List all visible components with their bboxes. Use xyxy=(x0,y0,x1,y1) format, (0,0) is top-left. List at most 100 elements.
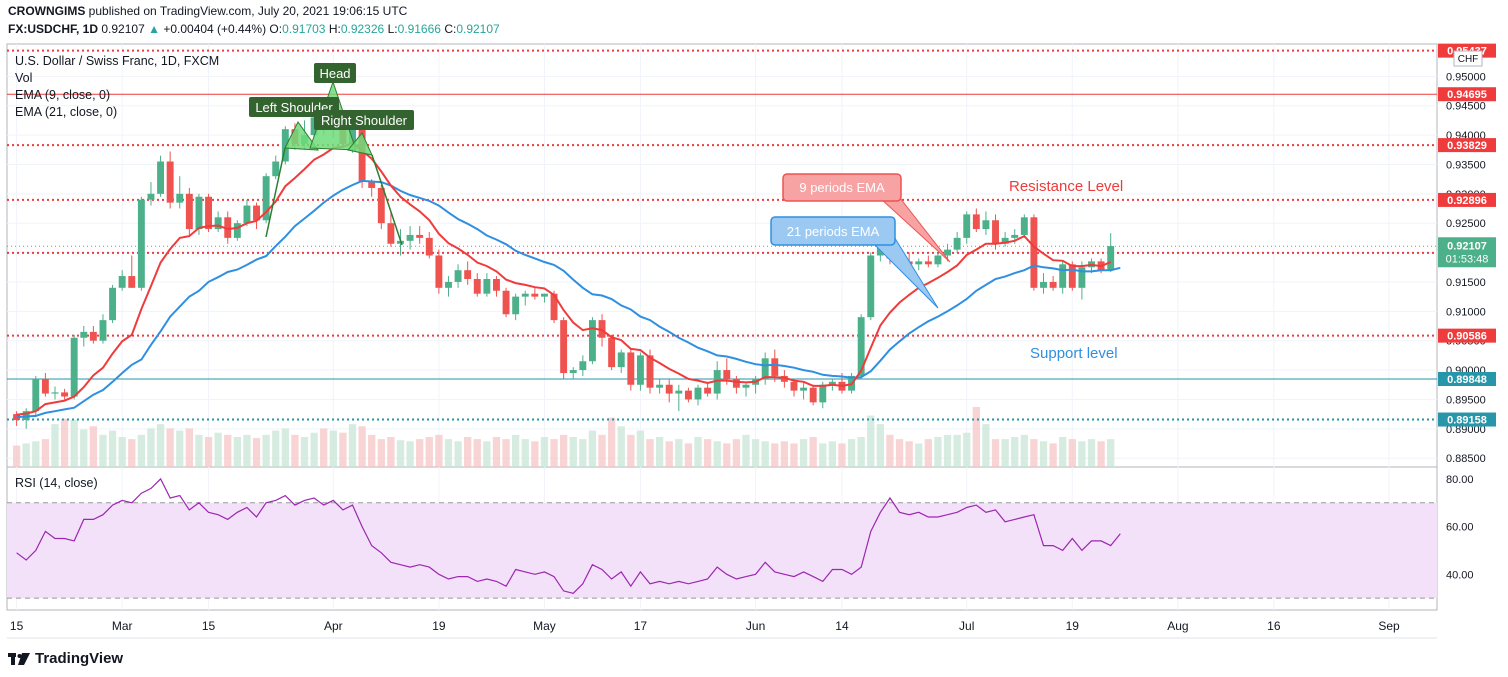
candle[interactable] xyxy=(406,226,414,250)
volume-bar xyxy=(320,428,328,467)
candle-body xyxy=(560,320,568,373)
candle[interactable] xyxy=(1107,233,1115,272)
candle[interactable] xyxy=(109,284,117,324)
candle[interactable] xyxy=(118,270,126,291)
candle[interactable] xyxy=(1040,273,1047,294)
candle[interactable] xyxy=(61,388,69,400)
candle[interactable] xyxy=(742,381,750,397)
candle[interactable] xyxy=(982,211,990,235)
candle[interactable] xyxy=(51,386,59,400)
candle[interactable] xyxy=(243,199,251,227)
candle-body xyxy=(51,392,59,394)
candle[interactable] xyxy=(1059,261,1067,294)
candle[interactable] xyxy=(627,349,635,391)
candle[interactable] xyxy=(445,276,452,297)
ema9-series-line xyxy=(16,141,1112,416)
candle[interactable] xyxy=(128,255,136,288)
candle-body xyxy=(1040,281,1047,288)
candle[interactable] xyxy=(99,314,107,344)
candle[interactable] xyxy=(953,232,961,253)
candle[interactable] xyxy=(732,375,740,394)
candle[interactable] xyxy=(800,381,808,400)
candle[interactable] xyxy=(1049,276,1057,291)
candle[interactable] xyxy=(857,314,865,379)
head-label-box[interactable] xyxy=(314,63,356,83)
candle[interactable] xyxy=(80,326,88,347)
candle[interactable] xyxy=(157,155,165,197)
candle[interactable] xyxy=(521,290,529,306)
candle[interactable] xyxy=(454,264,462,288)
author-name[interactable]: CROWNGIMS xyxy=(8,4,86,18)
candle[interactable] xyxy=(694,384,702,406)
candle[interactable] xyxy=(915,258,923,271)
candle-body xyxy=(176,193,184,203)
candle[interactable] xyxy=(233,220,241,241)
candle[interactable] xyxy=(569,367,577,379)
candle[interactable] xyxy=(512,293,520,321)
volume-bar xyxy=(886,434,894,467)
candle[interactable] xyxy=(665,378,673,403)
candle[interactable] xyxy=(1078,261,1086,300)
candle[interactable] xyxy=(761,352,769,385)
candle[interactable] xyxy=(675,384,683,412)
currency-badge[interactable] xyxy=(1453,50,1483,67)
candle[interactable] xyxy=(425,232,433,259)
ema21-callout-box[interactable] xyxy=(770,216,896,246)
candle[interactable] xyxy=(166,151,174,209)
candle[interactable] xyxy=(636,352,644,391)
candle[interactable] xyxy=(435,249,443,294)
candle[interactable] xyxy=(656,378,664,394)
candle[interactable] xyxy=(416,226,424,244)
candle[interactable] xyxy=(473,273,481,297)
candle[interactable] xyxy=(608,334,616,371)
candle[interactable] xyxy=(780,370,788,388)
candle[interactable] xyxy=(262,173,270,224)
candle[interactable] xyxy=(493,276,500,297)
candle[interactable] xyxy=(1001,232,1009,247)
level-price-tag xyxy=(1438,412,1496,427)
candle[interactable] xyxy=(502,287,510,318)
right-shoulder-label-box[interactable] xyxy=(314,110,414,130)
candle[interactable] xyxy=(89,326,97,344)
volume-bar xyxy=(464,437,472,467)
candle[interactable] xyxy=(387,211,395,247)
candle[interactable] xyxy=(579,355,587,376)
candle[interactable] xyxy=(377,185,385,230)
candle[interactable] xyxy=(617,349,625,374)
candle[interactable] xyxy=(972,208,980,233)
candle[interactable] xyxy=(684,387,692,403)
candle[interactable] xyxy=(224,211,232,244)
ema9-callout-box[interactable] xyxy=(782,173,902,202)
candle[interactable] xyxy=(540,293,548,303)
price-pane[interactable] xyxy=(6,43,1438,468)
candle-body xyxy=(233,223,241,238)
candle[interactable] xyxy=(137,196,145,291)
candle[interactable] xyxy=(934,252,942,268)
candle[interactable] xyxy=(790,378,798,397)
candle[interactable] xyxy=(41,373,49,397)
candle[interactable] xyxy=(1030,214,1038,291)
tradingview-logo[interactable]: TradingView xyxy=(8,650,123,667)
candle[interactable] xyxy=(867,252,875,321)
candle[interactable] xyxy=(13,411,21,426)
candle[interactable] xyxy=(704,381,712,397)
candle[interactable] xyxy=(176,176,184,209)
candle[interactable] xyxy=(253,202,260,230)
candle[interactable] xyxy=(464,261,472,285)
candle[interactable] xyxy=(185,187,193,235)
candle[interactable] xyxy=(560,317,568,379)
candle[interactable] xyxy=(70,334,78,400)
candle[interactable] xyxy=(1020,214,1028,238)
candle[interactable] xyxy=(588,317,596,365)
volume-bar xyxy=(368,434,376,467)
candle[interactable] xyxy=(483,273,491,297)
candle[interactable] xyxy=(963,211,971,244)
candle[interactable] xyxy=(924,255,932,268)
candle[interactable] xyxy=(214,211,222,232)
candle[interactable] xyxy=(147,182,155,206)
candle[interactable] xyxy=(272,155,280,180)
candle[interactable] xyxy=(531,287,539,300)
candle[interactable] xyxy=(281,126,289,165)
candle[interactable] xyxy=(809,384,817,406)
